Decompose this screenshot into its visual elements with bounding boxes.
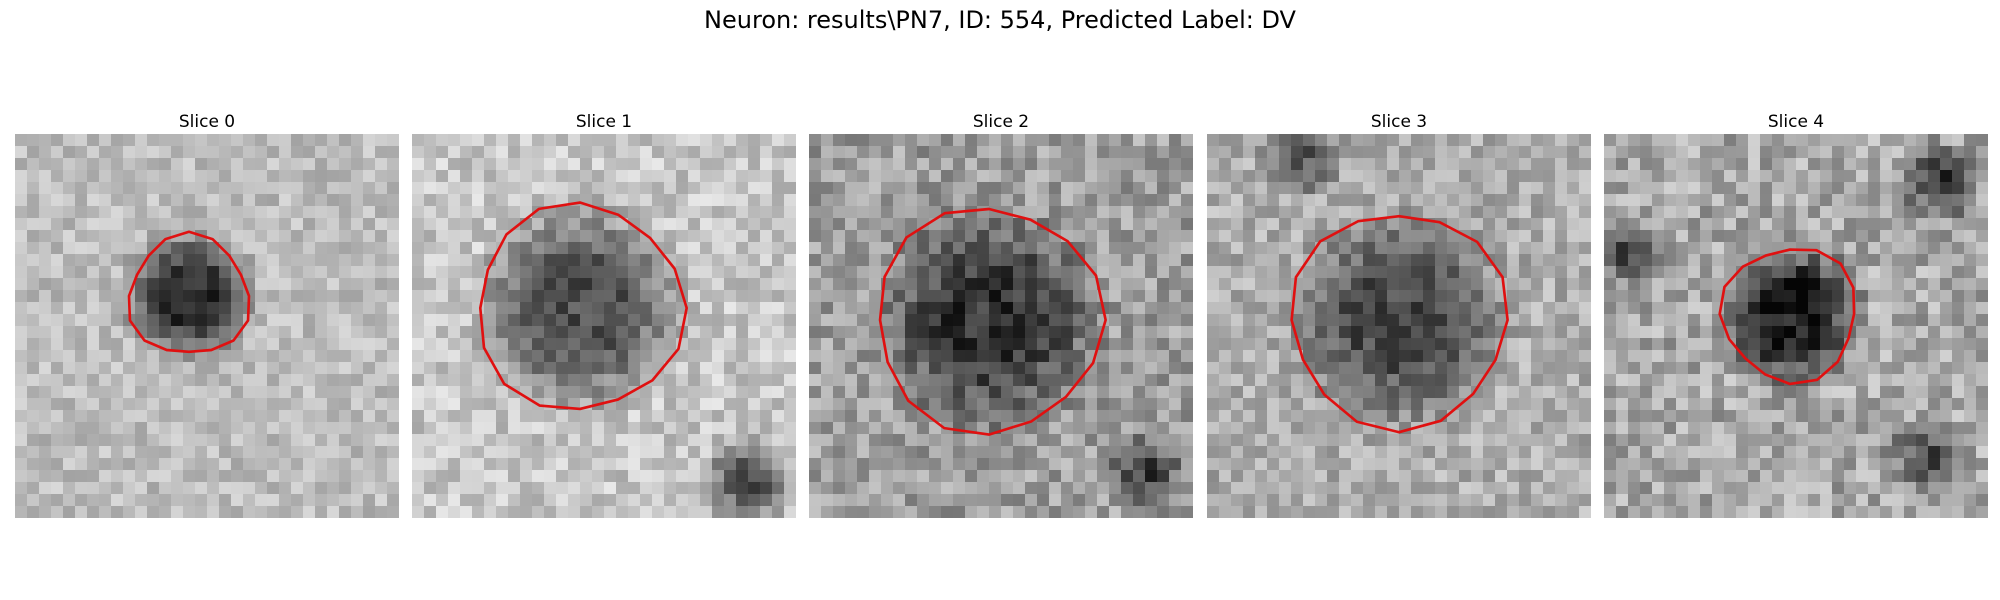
figure-title: Neuron: results\PN7, ID: 554, Predicted … (704, 6, 1296, 34)
slice-panel-4: Slice 4 (1604, 110, 1988, 518)
slice-image (809, 134, 1193, 518)
slice-panel-3: Slice 3 (1207, 110, 1591, 518)
slice-image (1604, 134, 1988, 518)
slice-title: Slice 2 (972, 112, 1030, 132)
slice-image (1207, 134, 1591, 518)
slice-image (412, 134, 796, 518)
roi-contour (478, 201, 688, 411)
slice-title: Slice 1 (575, 112, 633, 132)
slice-image (15, 134, 399, 518)
roi-contour (127, 230, 251, 354)
slice-title: Slice 3 (1370, 112, 1428, 132)
roi-contour (1290, 214, 1509, 434)
slice-panel-0: Slice 0 (15, 110, 399, 518)
roi-contour (1718, 248, 1856, 386)
roi-contour (878, 207, 1107, 436)
slice-panel-1: Slice 1 (412, 110, 796, 518)
slice-title: Slice 4 (1767, 112, 1825, 132)
slice-panel-2: Slice 2 (809, 110, 1193, 518)
slice-title: Slice 0 (178, 112, 236, 132)
